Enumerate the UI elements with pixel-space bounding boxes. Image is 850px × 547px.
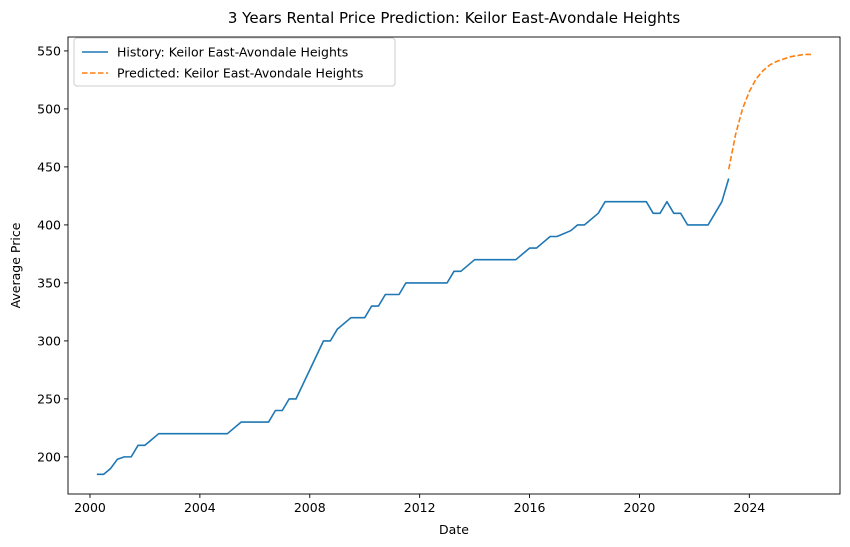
legend-label-predicted: Predicted: Keilor East-Avondale Heights [117,66,363,81]
x-axis-label: Date [439,522,469,537]
x-tick-label: 2004 [184,500,216,515]
x-tick-label: 2020 [624,500,656,515]
y-axis-label: Average Price [8,222,23,308]
y-tick-label: 300 [37,333,61,348]
x-tick-label: 2016 [514,500,546,515]
legend: History: Keilor East-Avondale Heights Pre… [73,37,396,87]
y-tick-label: 450 [37,159,61,174]
series-line-history [96,178,730,476]
y-tick-label: 350 [37,275,61,290]
y-tick-label: 500 [37,101,61,116]
chart-title: 3 Years Rental Price Prediction: Keilor … [228,9,680,27]
x-tick-label: 2024 [733,500,765,515]
y-tick-label: 200 [37,449,61,464]
x-tick-label: 2008 [294,500,326,515]
x-tick-label: 2000 [74,500,106,515]
x-tick-label: 2012 [404,500,436,515]
legend-label-history: History: Keilor East-Avondale Heights [117,45,348,60]
series-line-predicted [727,53,812,170]
y-tick-label: 400 [37,217,61,232]
plot-area: 2000 2004 2008 2012 2016 2020 2024 200 250 300 350… [37,36,841,515]
legend-box [73,37,396,87]
y-tick-label: 550 [37,43,61,58]
y-tick-label: 250 [37,391,61,406]
axes-frame [67,36,841,495]
